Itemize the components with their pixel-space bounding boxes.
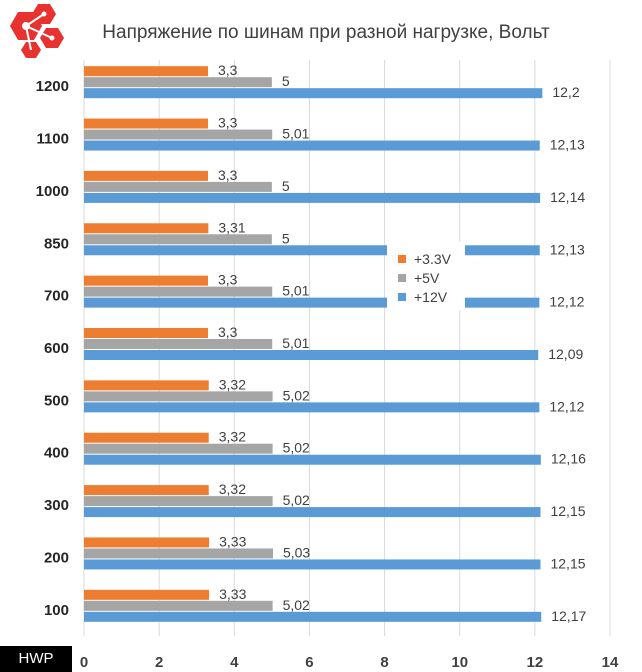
data-label: 12,14 — [550, 189, 585, 205]
bar — [84, 297, 540, 308]
legend-label: +5V — [414, 270, 440, 286]
category-label: 400 — [44, 445, 69, 462]
data-label: 12,12 — [549, 294, 584, 310]
bar — [84, 496, 273, 507]
x-tick-label: 14 — [602, 654, 619, 671]
bar — [84, 286, 273, 297]
bar — [84, 443, 273, 454]
bar — [84, 192, 541, 203]
bar — [84, 140, 540, 151]
category-label: 1200 — [36, 78, 69, 95]
bar — [84, 380, 209, 391]
data-label: 12,13 — [550, 137, 585, 153]
bar — [84, 328, 208, 338]
data-label: 3,32 — [219, 376, 246, 392]
bar — [84, 548, 273, 559]
data-label: 5 — [282, 230, 290, 246]
data-label: 5,02 — [283, 492, 310, 508]
data-label: 12,16 — [551, 451, 586, 467]
bar — [84, 537, 210, 548]
data-label: 5 — [282, 73, 290, 89]
data-label: 12,17 — [551, 608, 586, 624]
bar — [84, 245, 540, 256]
bar — [84, 454, 541, 465]
bar — [84, 611, 542, 622]
data-label: 3,32 — [219, 429, 246, 445]
legend-swatch — [398, 274, 406, 282]
data-label: 3,33 — [219, 586, 246, 602]
legend-swatch — [398, 293, 406, 301]
category-label: 200 — [44, 549, 69, 566]
category-label: 600 — [44, 340, 69, 357]
bar — [84, 589, 210, 600]
bar — [84, 170, 208, 181]
data-label: 12,12 — [549, 398, 584, 414]
data-label: 3,3 — [218, 272, 238, 288]
data-label: 5,01 — [282, 283, 309, 299]
data-label: 5,02 — [283, 597, 310, 613]
x-tick-label: 0 — [80, 654, 88, 671]
data-label: 12,15 — [550, 555, 585, 571]
data-label: 3,3 — [218, 115, 238, 131]
legend-label: +3.3V — [414, 251, 452, 267]
bar — [84, 485, 209, 496]
data-label: 5,02 — [283, 387, 310, 403]
data-label: 3,33 — [219, 533, 246, 549]
category-label: 500 — [44, 392, 69, 409]
bar — [84, 339, 273, 349]
x-tick-label: 6 — [305, 654, 313, 671]
category-label: 850 — [44, 235, 69, 252]
data-label: 3,3 — [218, 167, 238, 183]
bar — [84, 234, 272, 245]
data-label: 5 — [282, 178, 290, 194]
bar — [84, 129, 273, 140]
category-label: 300 — [44, 497, 69, 514]
bar — [84, 275, 208, 286]
category-label: 100 — [44, 602, 69, 619]
data-label: 3,3 — [218, 324, 238, 340]
data-label: 5,01 — [282, 335, 309, 351]
bar — [84, 66, 208, 77]
bar — [84, 77, 272, 88]
category-label: 1000 — [36, 183, 69, 200]
data-label: 5,03 — [283, 544, 310, 560]
x-tick-label: 12 — [527, 654, 544, 671]
bar — [84, 559, 541, 570]
data-label: 5,01 — [282, 126, 309, 142]
hexagon-logo-icon — [10, 4, 64, 58]
watermark: HWP — [0, 646, 72, 672]
bar — [84, 391, 273, 402]
data-label: 3,32 — [219, 481, 246, 497]
bar — [84, 88, 543, 99]
chart-title: Напряжение по шинам при разной нагрузке,… — [102, 22, 550, 43]
data-label: 12,15 — [550, 503, 585, 519]
x-tick-label: 2 — [155, 654, 163, 671]
x-tick-label: 4 — [230, 654, 239, 671]
data-label: 12,09 — [548, 346, 583, 362]
bar — [84, 402, 540, 413]
legend-label: +12V — [414, 289, 448, 305]
data-label: 5,02 — [283, 440, 310, 456]
bar — [84, 350, 539, 360]
bar — [84, 223, 209, 234]
bar — [84, 507, 541, 518]
legend-swatch — [398, 255, 406, 263]
bar — [84, 600, 273, 611]
x-tick-label: 8 — [380, 654, 388, 671]
bar — [84, 118, 208, 129]
bar — [84, 432, 209, 443]
category-label: 1100 — [36, 131, 69, 148]
x-tick-label: 10 — [451, 654, 468, 671]
bar — [84, 181, 272, 192]
data-label: 12,13 — [550, 241, 585, 257]
data-label: 3,3 — [218, 62, 238, 78]
data-label: 12,2 — [552, 84, 579, 100]
data-label: 3,31 — [218, 219, 245, 235]
category-label: 700 — [44, 288, 69, 305]
